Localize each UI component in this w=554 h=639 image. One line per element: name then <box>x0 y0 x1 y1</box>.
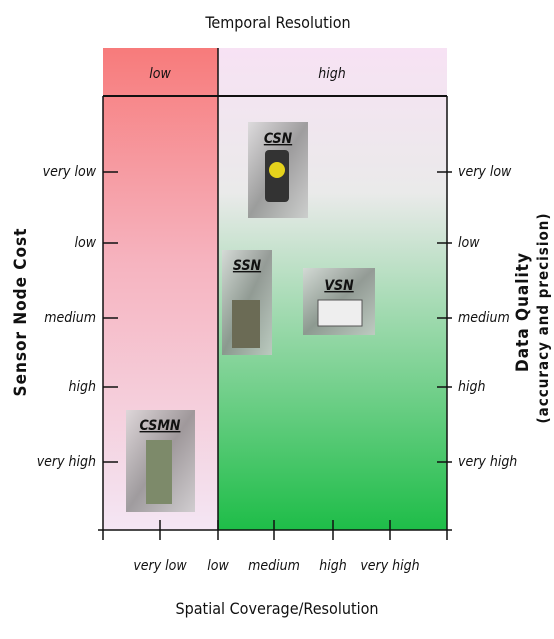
right-tick-label: very high <box>458 454 517 470</box>
device-shape <box>232 300 260 348</box>
device-shape <box>269 162 285 178</box>
node-label: CSMN <box>140 418 181 434</box>
left-tick-label: very low <box>43 164 97 180</box>
node-label: VSN <box>324 278 354 294</box>
left-axis-title: Sensor Node Cost <box>11 228 31 397</box>
left-tick-label: medium <box>44 310 96 326</box>
right-tick-label: medium <box>458 310 510 326</box>
left-tick-label: very high <box>37 454 96 470</box>
section-label: low <box>149 66 171 82</box>
left-tick-label: high <box>69 379 96 395</box>
bottom-tick-label: very low <box>133 558 187 574</box>
node-label: CSN <box>264 131 293 147</box>
right-tick-label: high <box>458 379 485 395</box>
bottom-tick-label: low <box>207 558 229 574</box>
device-shape <box>146 440 172 504</box>
bottom-tick-label: medium <box>248 558 300 574</box>
section-label: high <box>318 66 345 82</box>
device-shape <box>318 300 362 326</box>
diagram: Temporal Resolution low high very low low… <box>0 0 554 635</box>
right-axis-title: (accuracy and precision) <box>534 213 552 424</box>
page: {"header": {"title": "Temporal Resolutio… <box>0 0 554 635</box>
right-tick-label: very low <box>458 164 512 180</box>
bottom-axis-title: Spatial Coverage/Resolution <box>175 599 378 618</box>
bottom-tick-label: very high <box>360 558 419 574</box>
right-axis-title: Data Quality <box>513 252 533 372</box>
right-tick-label: low <box>458 235 480 251</box>
left-tick-label: low <box>74 235 96 251</box>
header-title: Temporal Resolution <box>204 13 350 32</box>
bottom-tick-label: high <box>319 558 346 574</box>
node-label: SSN <box>233 258 262 274</box>
